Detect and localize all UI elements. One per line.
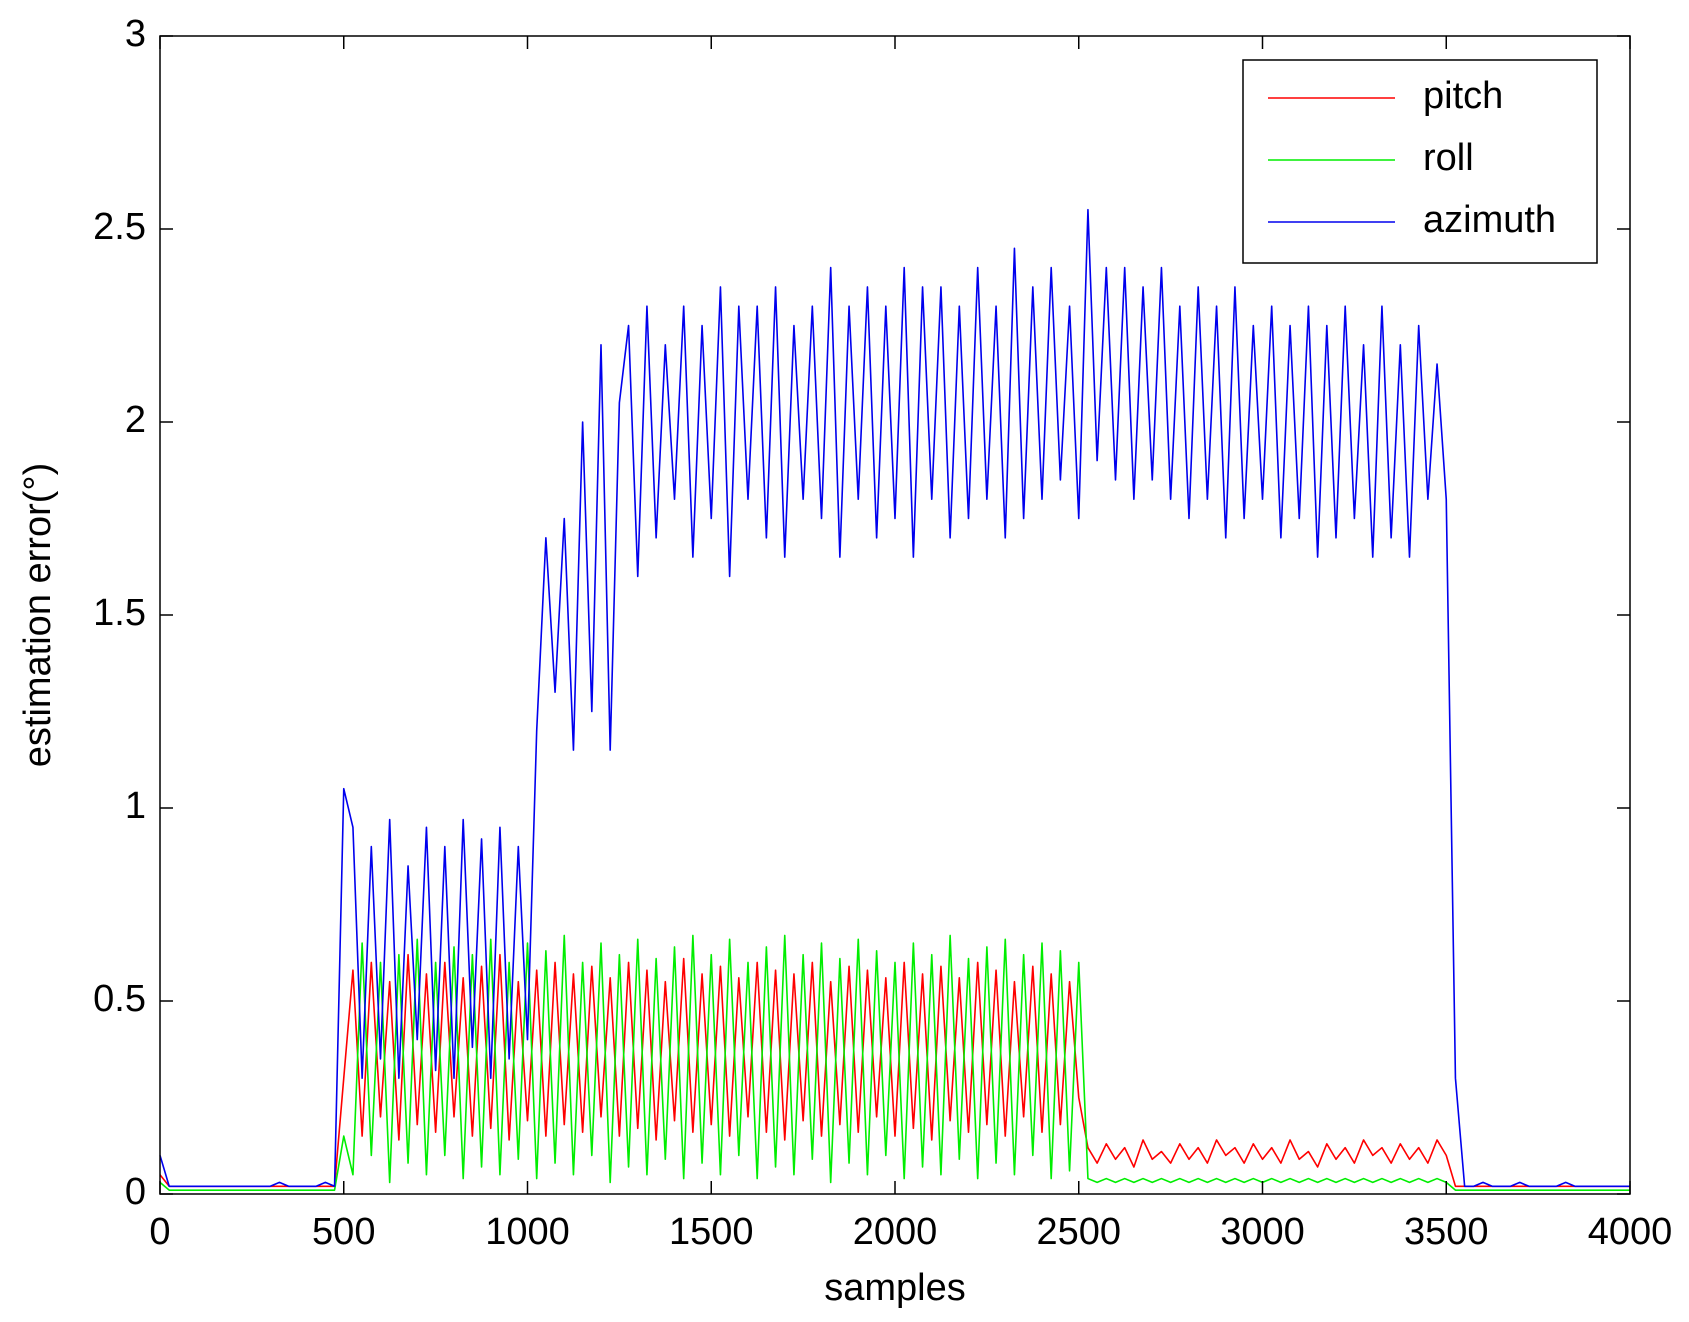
x-tick-label: 1500 [669, 1211, 754, 1253]
x-tick-label: 3000 [1220, 1211, 1305, 1253]
legend-label: azimuth [1423, 199, 1556, 241]
data-line [159, 934, 1630, 1191]
x-tick-label: 0 [149, 1211, 170, 1253]
x-axis-label: samples [824, 1267, 966, 1309]
y-tick-label: 1 [125, 785, 146, 827]
y-tick-label: 2 [125, 399, 146, 441]
data-line [159, 953, 1630, 1188]
legend-box [1242, 59, 1598, 264]
data-line [159, 208, 1630, 1188]
x-tick-label: 4000 [1588, 1211, 1673, 1253]
x-tick-label: 3500 [1404, 1211, 1489, 1253]
y-tick-label: 0 [125, 1171, 146, 1213]
y-tick-label: 3 [125, 13, 146, 55]
y-tick-label: 2.5 [93, 206, 146, 248]
y-tick-label: 1.5 [93, 592, 146, 634]
legend-label: pitch [1423, 75, 1503, 117]
x-tick-label: 2000 [853, 1211, 938, 1253]
y-tick-label: 0.5 [93, 978, 146, 1020]
x-tick-label: 1000 [485, 1211, 570, 1253]
y-axis-label: estimation error(°) [17, 463, 59, 767]
legend-label: roll [1423, 137, 1474, 179]
x-tick-label: 500 [312, 1211, 375, 1253]
x-tick-label: 2500 [1036, 1211, 1121, 1253]
